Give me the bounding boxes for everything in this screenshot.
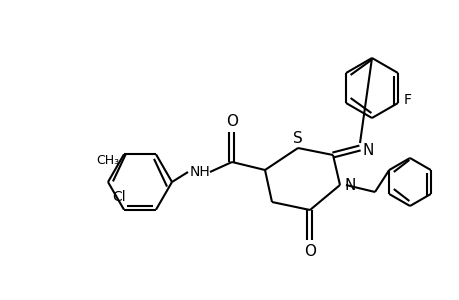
Text: O: O bbox=[303, 244, 315, 260]
Text: NH: NH bbox=[189, 165, 210, 179]
Text: N: N bbox=[362, 142, 373, 158]
Text: S: S bbox=[292, 130, 302, 146]
Text: CH₃: CH₃ bbox=[96, 154, 119, 167]
Text: Cl: Cl bbox=[112, 190, 126, 204]
Text: F: F bbox=[403, 93, 411, 107]
Text: N: N bbox=[344, 178, 355, 193]
Text: O: O bbox=[225, 113, 237, 128]
